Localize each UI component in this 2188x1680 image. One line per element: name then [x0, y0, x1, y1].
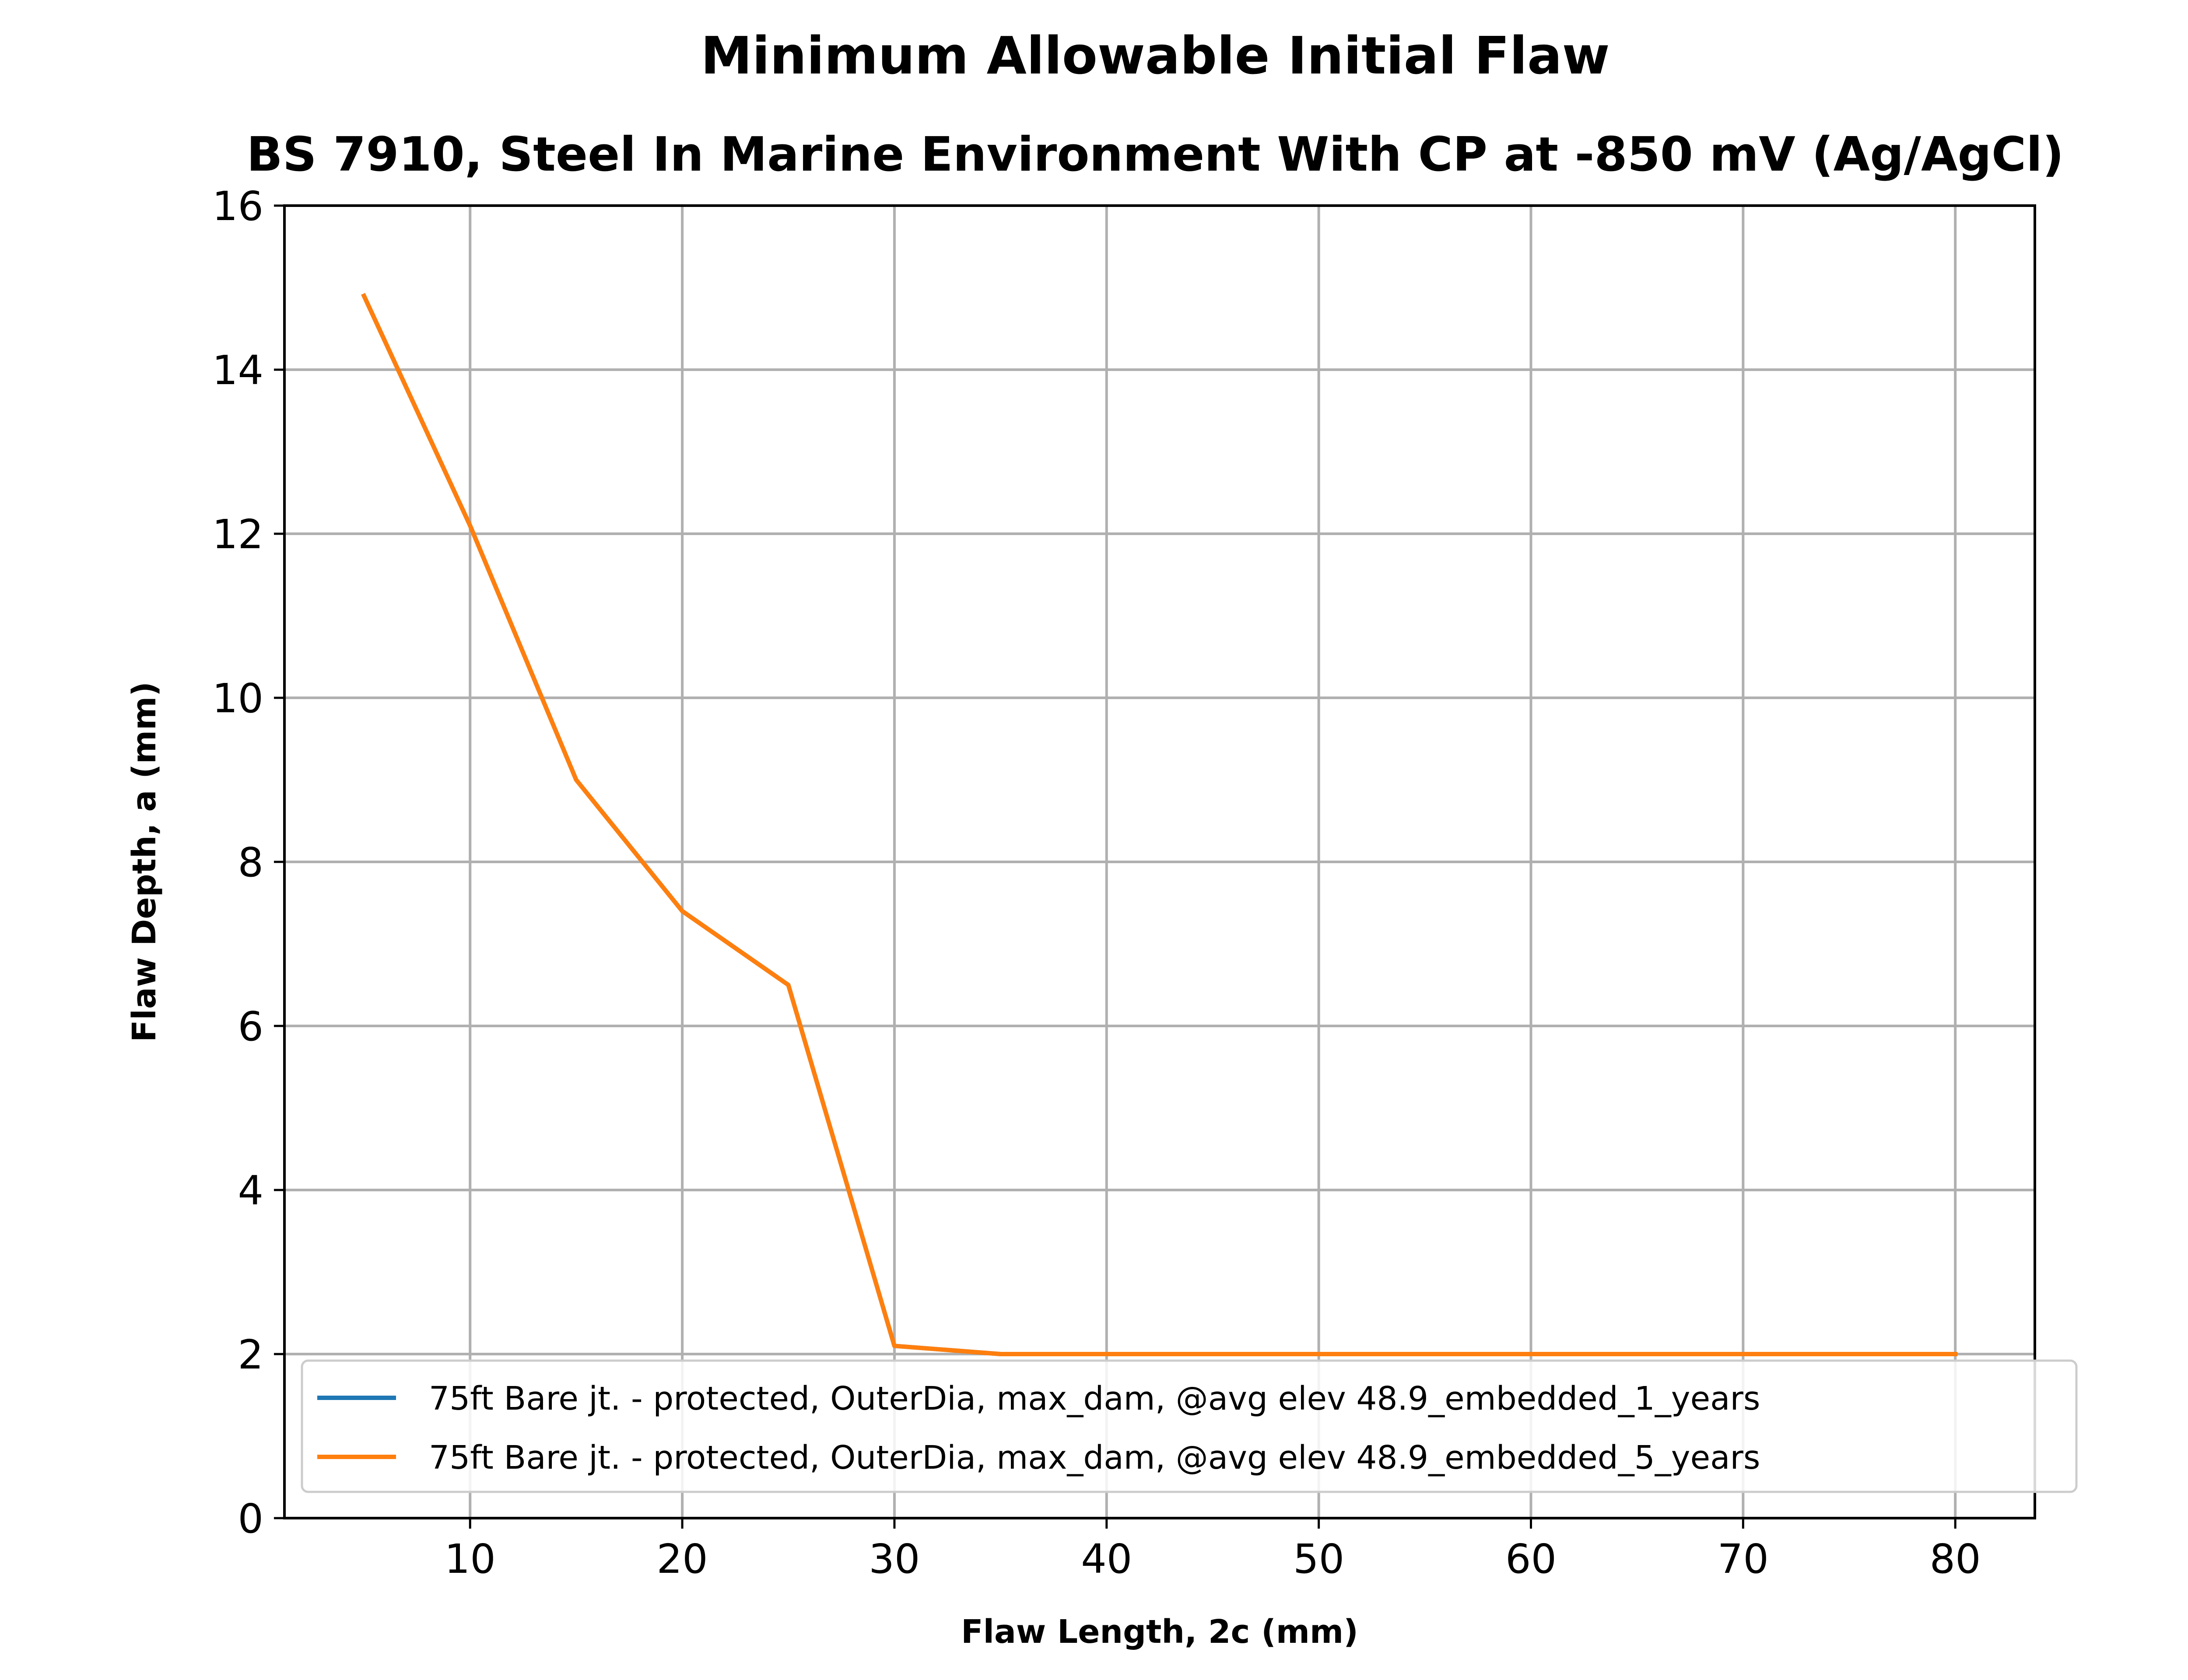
x-tick-label: 70 — [1718, 1536, 1769, 1582]
y-tick-label: 10 — [212, 675, 263, 722]
x-axis-label: Flaw Length, 2c (mm) — [961, 1613, 1358, 1651]
legend: 75ft Bare jt. - protected, OuterDia, max… — [301, 1359, 2078, 1493]
y-axis-label: Flaw Depth, a (mm) — [126, 682, 163, 1042]
x-tick-label: 30 — [869, 1536, 920, 1582]
series-line-2 — [361, 293, 1958, 1356]
x-tick-label: 10 — [445, 1536, 496, 1582]
axis-ticks: 10 20 30 40 50 60 70 80 0 2 4 6 8 10 12 14 16 — [212, 183, 1981, 1582]
chart-subtitle: BS 7910, Steel In Marine Environment Wit… — [247, 127, 2064, 182]
x-tick-label: 50 — [1293, 1536, 1344, 1582]
legend-entry-1: 75ft Bare jt. - protected, OuterDia, max… — [429, 1380, 1760, 1418]
x-tick-label: 40 — [1081, 1536, 1132, 1582]
y-tick-label: 6 — [238, 1003, 263, 1050]
y-tick-label: 16 — [212, 183, 263, 230]
x-tick-label: 20 — [657, 1536, 708, 1582]
y-tick-label: 8 — [238, 839, 263, 886]
series-lines — [361, 293, 1958, 1356]
chart-title: Minimum Allowable Initial Flaw — [701, 25, 1609, 86]
y-tick-label: 2 — [238, 1331, 263, 1378]
x-tick-label: 80 — [1930, 1536, 1981, 1582]
x-tick-label: 60 — [1505, 1536, 1557, 1582]
y-tick-label: 12 — [212, 511, 263, 558]
y-tick-label: 0 — [238, 1495, 263, 1542]
y-tick-label: 14 — [212, 347, 263, 394]
legend-entry-2: 75ft Bare jt. - protected, OuterDia, max… — [429, 1439, 1760, 1477]
y-tick-label: 4 — [238, 1167, 263, 1214]
legend-box — [301, 1359, 2078, 1493]
